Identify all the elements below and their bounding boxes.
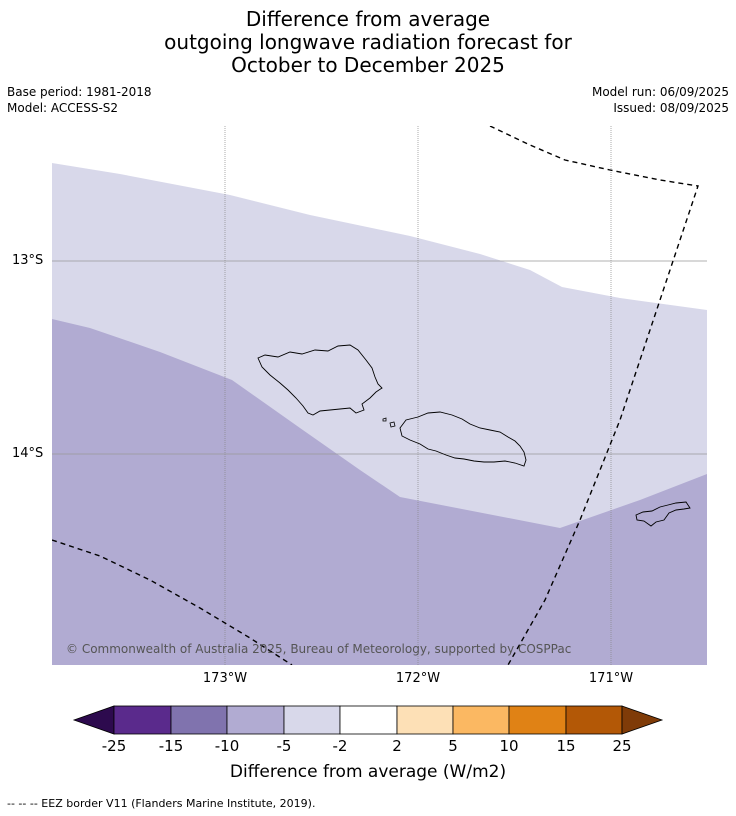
island-manono — [389, 421, 396, 428]
colorbar-segment-8 — [508, 705, 567, 735]
lat-label-14s: 14°S — [12, 446, 44, 461]
colorbar-tick: 15 — [556, 737, 576, 755]
lon-label-173w: 173°W — [202, 671, 248, 686]
colorbar-tick: 5 — [448, 737, 458, 755]
colorbar-segment-6 — [396, 705, 454, 735]
colorbar-tick: -25 — [101, 737, 127, 755]
model-run: Model run: 06/09/2025 — [591, 85, 729, 99]
eez-border-southwest — [52, 539, 293, 665]
anomaly-region-medium — [52, 319, 707, 665]
colorbar-segment-9 — [565, 705, 623, 735]
colorbar-tick: 10 — [499, 737, 519, 755]
issued-date: Issued: 08/09/2025 — [613, 101, 729, 115]
lat-label-13s: 13°S — [12, 253, 44, 268]
colorbar-segment-1 — [113, 705, 172, 735]
meta-left: Base period: 1981-2018 Model: ACCESS-S2 — [7, 84, 152, 116]
island-savaii — [257, 344, 383, 416]
map — [52, 126, 707, 665]
eez-legend-note: -- -- -- EEZ border V11 (Flanders Marine… — [7, 797, 316, 810]
title-line-3: October to December 2025 — [231, 53, 505, 77]
colorbar — [72, 705, 664, 735]
eez-border-north — [489, 126, 699, 665]
colorbar-label: Difference from average (W/m2) — [229, 762, 507, 782]
colorbar-segment-5 — [339, 705, 398, 735]
colorbar-tick: 25 — [612, 737, 632, 755]
colorbar-extend-low — [72, 705, 115, 735]
island-tutuila — [635, 501, 691, 527]
base-period: Base period: 1981-2018 — [7, 85, 152, 99]
colorbar-tick: -10 — [214, 737, 240, 755]
colorbar-segment-7 — [452, 705, 510, 735]
colorbar-tick: -2 — [332, 737, 348, 755]
island-upolu — [399, 411, 527, 467]
colorbar-segment-3 — [226, 705, 285, 735]
lon-label-172w: 172°W — [395, 671, 441, 686]
colorbar-tick: 2 — [392, 737, 402, 755]
colorbar-extend-high — [621, 705, 664, 735]
colorbar-tick: -15 — [158, 737, 184, 755]
colorbar-segment-2 — [170, 705, 228, 735]
colorbar-segment-4 — [283, 705, 341, 735]
title-line-2: outgoing longwave radiation forecast for — [164, 30, 572, 54]
model-name: Model: ACCESS-S2 — [7, 101, 119, 115]
copyright-notice: © Commonwealth of Australia 2025, Bureau… — [66, 642, 572, 656]
meta-right: Model run: 06/09/2025 Issued: 08/09/2025 — [592, 84, 729, 116]
title-line-1: Difference from average — [245, 7, 491, 31]
lon-label-171w: 171°W — [588, 671, 634, 686]
island-apolima — [382, 417, 387, 422]
colorbar-tick: -5 — [276, 737, 292, 755]
chart-title: Difference from average outgoing longwav… — [0, 8, 736, 77]
